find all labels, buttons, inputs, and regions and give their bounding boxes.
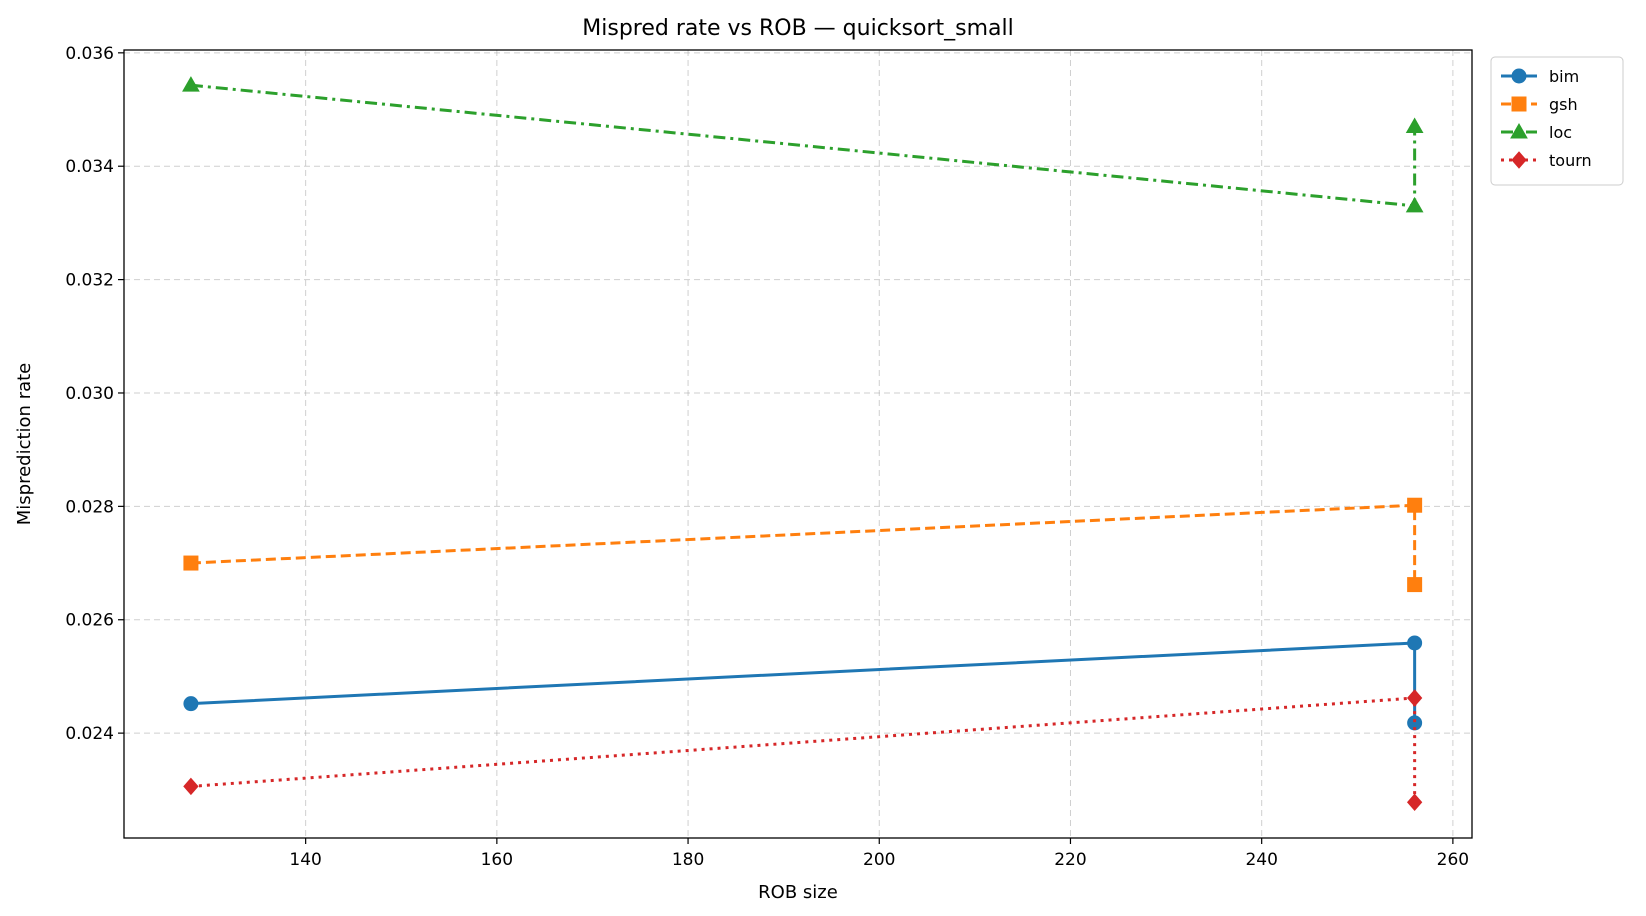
data-point-loc xyxy=(1405,117,1424,134)
legend-label: gsh xyxy=(1549,95,1578,114)
x-tick-label: 200 xyxy=(863,850,895,870)
x-tick-label: 220 xyxy=(1054,850,1086,870)
data-point-loc xyxy=(1405,196,1424,213)
y-tick-label: 0.034 xyxy=(65,157,114,177)
series-gsh xyxy=(183,497,1423,593)
x-tick-label: 180 xyxy=(672,850,704,870)
legend-marker xyxy=(1511,151,1527,169)
y-tick-label: 0.032 xyxy=(65,271,114,291)
legend-label: bim xyxy=(1549,67,1579,86)
legend-entry-gsh: gsh xyxy=(1501,95,1578,114)
legend: bim gsh loc tourn xyxy=(1490,56,1624,186)
x-tick-label: 240 xyxy=(1245,850,1277,870)
y-tick-label: 0.028 xyxy=(65,497,114,517)
y-tick-label: 0.026 xyxy=(65,611,114,631)
series-loc xyxy=(182,76,1424,213)
y-axis-label: Misprediction rate xyxy=(14,363,35,526)
x-tick-label: 140 xyxy=(289,850,321,870)
series-line-loc xyxy=(190,83,1417,208)
legend-label: tourn xyxy=(1549,151,1592,170)
data-point-tourn xyxy=(183,777,199,796)
data-point-bim xyxy=(1407,635,1423,651)
data-point-gsh xyxy=(1407,497,1423,513)
data-point-tourn xyxy=(1406,689,1423,707)
x-axis-ticks: 140 160 180 200 220 240 260 xyxy=(289,838,1469,870)
x-tick-label: 260 xyxy=(1437,850,1469,870)
legend-marker xyxy=(1511,68,1527,84)
series-layer xyxy=(182,76,1424,812)
legend-entry-tourn: tourn xyxy=(1501,151,1592,170)
legend-entry-bim: bim xyxy=(1501,67,1579,86)
y-tick-label: 0.024 xyxy=(65,724,114,744)
grid xyxy=(124,50,1472,838)
y-tick-label: 0.030 xyxy=(65,384,114,404)
chart-title: Mispred rate vs ROB — quicksort_small xyxy=(582,16,1013,41)
series-tourn xyxy=(183,689,1423,812)
legend-label: loc xyxy=(1549,123,1572,142)
legend-marker xyxy=(1510,122,1528,139)
x-axis-label: ROB size xyxy=(758,882,838,903)
data-point-bim xyxy=(183,696,199,712)
data-point-gsh xyxy=(1407,577,1423,593)
data-point-gsh xyxy=(183,555,199,571)
series-line-tourn xyxy=(190,696,1417,803)
series-bim xyxy=(183,635,1423,731)
series-line-gsh xyxy=(190,503,1417,585)
legend-marker xyxy=(1511,96,1527,112)
y-tick-label: 0.036 xyxy=(65,44,114,64)
legend-entry-loc: loc xyxy=(1501,122,1572,142)
legend-box xyxy=(1490,56,1624,186)
data-point-loc xyxy=(182,76,200,92)
plot-area-frame xyxy=(123,49,1473,839)
y-axis-ticks: 0.024 0.026 0.028 0.030 0.032 0.034 0.036 xyxy=(65,44,124,744)
data-point-tourn xyxy=(1406,793,1423,812)
x-tick-label: 160 xyxy=(481,850,513,870)
